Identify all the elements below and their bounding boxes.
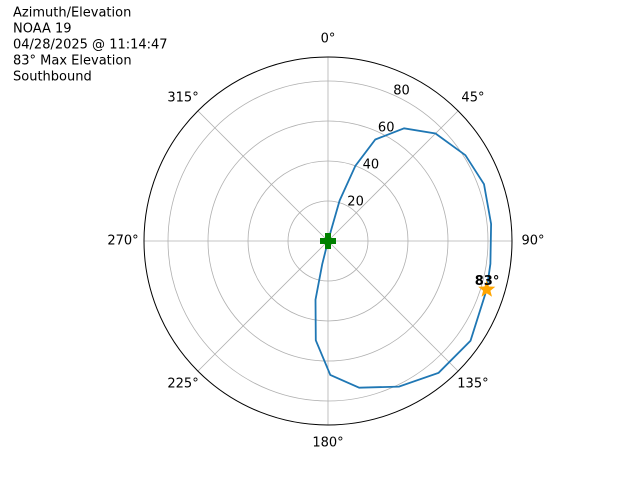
theta-tick-label: 225° xyxy=(167,376,198,391)
grid-ring xyxy=(287,200,369,282)
r-tick-label: 20 xyxy=(347,195,364,210)
info-line: Southbound xyxy=(13,70,92,85)
theta-tick-label: 45° xyxy=(461,91,484,106)
info-line: 83° Max Elevation xyxy=(13,54,132,69)
grid-ring xyxy=(247,160,409,322)
theta-tick-label: 180° xyxy=(312,436,343,451)
grid-spoke xyxy=(197,240,329,372)
grid-ring xyxy=(167,80,489,402)
r-tick-label: 80 xyxy=(393,84,410,99)
grid-spoke xyxy=(197,110,329,242)
theta-tick-label: 135° xyxy=(457,376,488,391)
r-tick-label: 60 xyxy=(378,121,395,136)
grid-spoke xyxy=(327,110,459,242)
theta-tick-label: 90° xyxy=(521,234,544,249)
track-line xyxy=(314,127,493,389)
info-line: NOAA 19 xyxy=(13,22,72,37)
start-marker xyxy=(320,233,336,249)
info-line: Azimuth/Elevation xyxy=(13,6,131,21)
info-line: 04/28/2025 @ 11:14:47 xyxy=(13,38,168,53)
theta-tick-label: 315° xyxy=(167,91,198,106)
max-elevation-marker xyxy=(478,280,496,297)
theta-tick-label: 0° xyxy=(321,32,336,47)
theta-tick-label: 270° xyxy=(107,234,138,249)
polar-frame xyxy=(143,56,513,426)
r-tick-label: 40 xyxy=(363,158,380,173)
grid-ring xyxy=(207,120,449,362)
marker-label: 83° xyxy=(475,274,500,289)
grid-spoke xyxy=(327,240,459,372)
